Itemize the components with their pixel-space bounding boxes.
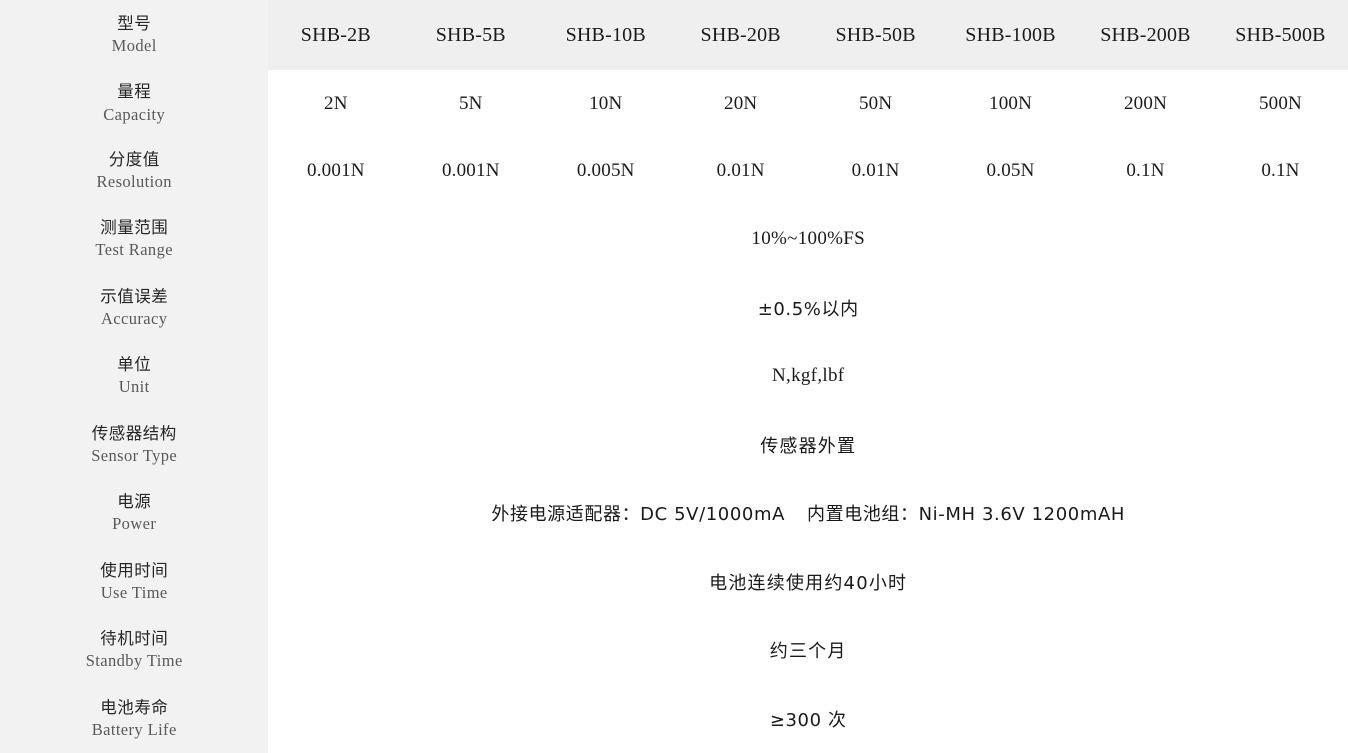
row-label-battery-life: 电池寿命 Battery Life (0, 685, 268, 753)
resolution-cell-8: 0.1N (1213, 137, 1348, 205)
row-label-power-en: Power (0, 514, 268, 534)
row-label-power-zh: 电源 (0, 492, 268, 512)
capacity-cell-4: 20N (673, 70, 808, 137)
value-test-range: 10%~100%FS (268, 205, 1348, 274)
row-label-capacity-en: Capacity (0, 105, 268, 125)
row-label-battery-life-zh: 电池寿命 (0, 698, 268, 718)
value-unit: N,kgf,lbf (268, 342, 1348, 411)
value-accuracy: ±0.5%以内 (268, 274, 1348, 343)
row-label-use-time-en: Use Time (0, 583, 268, 603)
value-battery-life: ≥300 次 (268, 685, 1348, 753)
row-label-test-range-en: Test Range (0, 240, 268, 260)
row-label-accuracy-zh: 示值误差 (0, 287, 268, 307)
capacity-cell-1: 2N (268, 70, 403, 137)
row-label-standby-time: 待机时间 Standby Time (0, 616, 268, 685)
resolution-cell-6: 0.05N (943, 137, 1078, 205)
model-cell-2: SHB-5B (403, 0, 538, 70)
row-label-resolution-en: Resolution (0, 172, 268, 192)
capacity-cell-8: 500N (1213, 70, 1348, 137)
capacity-cell-3: 10N (538, 70, 673, 137)
row-label-sensor-type-en: Sensor Type (0, 446, 268, 466)
table-row-standby-time: 待机时间 Standby Time 约三个月 (0, 616, 1348, 685)
resolution-cell-2: 0.001N (403, 137, 538, 205)
table-row-use-time: 使用时间 Use Time 电池连续使用约40小时 (0, 548, 1348, 617)
table-row-model: 型号 Model SHB-2B SHB-5B SHB-10B SHB-20B S… (0, 0, 1348, 70)
row-label-sensor-type-zh: 传感器结构 (0, 424, 268, 444)
model-cell-6: SHB-100B (943, 0, 1078, 70)
value-power: 外接电源适配器：DC 5V/1000mA 内置电池组：Ni-MH 3.6V 120… (268, 479, 1348, 548)
value-power-adapter: 外接电源适配器：DC 5V/1000mA (491, 504, 785, 525)
value-standby-time: 约三个月 (268, 616, 1348, 685)
table-row-accuracy: 示值误差 Accuracy ±0.5%以内 (0, 274, 1348, 343)
row-label-accuracy: 示值误差 Accuracy (0, 274, 268, 343)
value-sensor-type: 传感器外置 (268, 411, 1348, 480)
row-label-standby-time-en: Standby Time (0, 651, 268, 671)
model-cell-8: SHB-500B (1213, 0, 1348, 70)
value-use-time: 电池连续使用约40小时 (268, 548, 1348, 617)
model-cell-7: SHB-200B (1078, 0, 1213, 70)
resolution-cell-3: 0.005N (538, 137, 673, 205)
row-label-resolution: 分度值 Resolution (0, 137, 268, 205)
row-label-standby-time-zh: 待机时间 (0, 629, 268, 649)
row-label-battery-life-en: Battery Life (0, 720, 268, 740)
resolution-cell-7: 0.1N (1078, 137, 1213, 205)
table-row-unit: 单位 Unit N,kgf,lbf (0, 342, 1348, 411)
model-cell-4: SHB-20B (673, 0, 808, 70)
model-cell-3: SHB-10B (538, 0, 673, 70)
row-label-capacity: 量程 Capacity (0, 70, 268, 137)
row-label-accuracy-en: Accuracy (0, 309, 268, 329)
row-label-sensor-type: 传感器结构 Sensor Type (0, 411, 268, 480)
model-cell-5: SHB-50B (808, 0, 943, 70)
row-label-model-en: Model (0, 36, 268, 56)
table-row-power: 电源 Power 外接电源适配器：DC 5V/1000mA 内置电池组：Ni-MH… (0, 479, 1348, 548)
capacity-cell-2: 5N (403, 70, 538, 137)
row-label-unit: 单位 Unit (0, 342, 268, 411)
row-label-use-time: 使用时间 Use Time (0, 548, 268, 617)
table-row-resolution: 分度值 Resolution 0.001N 0.001N 0.005N 0.01… (0, 137, 1348, 205)
row-label-test-range: 测量范围 Test Range (0, 205, 268, 274)
row-label-power: 电源 Power (0, 479, 268, 548)
value-power-battery: 内置电池组：Ni-MH 3.6V 1200mAH (807, 504, 1125, 525)
table-row-battery-life: 电池寿命 Battery Life ≥300 次 (0, 685, 1348, 753)
row-label-model: 型号 Model (0, 0, 268, 70)
model-cell-1: SHB-2B (268, 0, 403, 70)
row-label-unit-zh: 单位 (0, 355, 268, 375)
row-label-model-zh: 型号 (0, 14, 268, 34)
row-label-use-time-zh: 使用时间 (0, 561, 268, 581)
row-label-test-range-zh: 测量范围 (0, 218, 268, 238)
capacity-cell-6: 100N (943, 70, 1078, 137)
table-row-test-range: 测量范围 Test Range 10%~100%FS (0, 205, 1348, 274)
row-label-capacity-zh: 量程 (0, 82, 268, 102)
row-label-unit-en: Unit (0, 377, 268, 397)
capacity-cell-5: 50N (808, 70, 943, 137)
resolution-cell-4: 0.01N (673, 137, 808, 205)
resolution-cell-5: 0.01N (808, 137, 943, 205)
row-label-resolution-zh: 分度值 (0, 150, 268, 170)
capacity-cell-7: 200N (1078, 70, 1213, 137)
table-row-sensor-type: 传感器结构 Sensor Type 传感器外置 (0, 411, 1348, 480)
resolution-cell-1: 0.001N (268, 137, 403, 205)
table-row-capacity: 量程 Capacity 2N 5N 10N 20N 50N 100N 200N … (0, 70, 1348, 137)
